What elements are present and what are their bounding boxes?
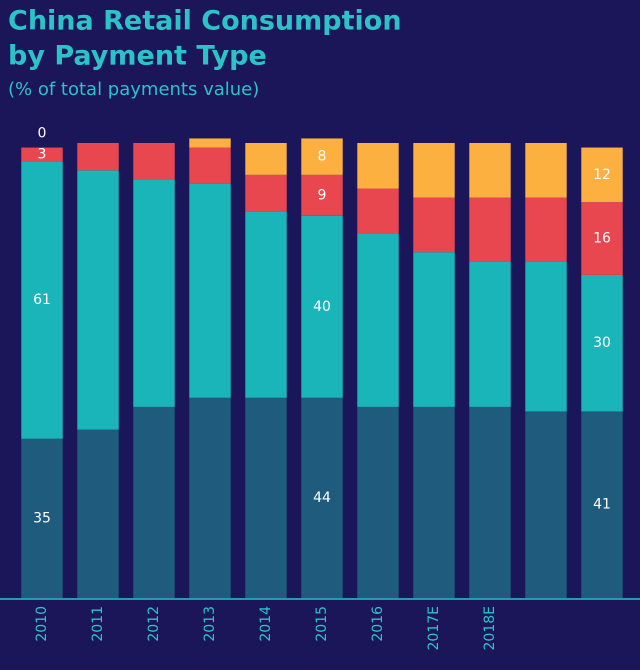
x-tick-label: 2015: [314, 606, 330, 642]
bar-segment: [133, 406, 175, 598]
bar-segment: [581, 202, 623, 275]
bar-segment: [301, 174, 343, 216]
value-label: 8: [318, 149, 327, 165]
x-tick-label: 2018E: [482, 606, 498, 650]
bar-segment: [469, 261, 511, 407]
value-label: 12: [593, 167, 611, 183]
bar-segment: [77, 170, 119, 430]
value-label: 61: [33, 292, 51, 308]
bar-segment: [413, 197, 455, 253]
bar-segment: [133, 143, 175, 180]
bar-segment: [357, 234, 399, 407]
bar-segment: [413, 406, 455, 598]
x-tick-label: 2012: [146, 606, 162, 642]
bar-segment: [525, 411, 567, 598]
bar-segment: [469, 197, 511, 262]
bar-segment: [525, 143, 567, 198]
value-label: 30: [593, 335, 611, 351]
bar-segment: [189, 147, 231, 184]
bar-segment: [301, 138, 343, 175]
bar-segment: [245, 174, 287, 212]
chart-title: by Payment Type: [8, 41, 267, 72]
x-tick-label: 2010: [34, 606, 50, 642]
x-tick-label: 2011: [90, 606, 106, 642]
bar-segment: [469, 143, 511, 198]
bar-segment: [525, 197, 567, 262]
value-label: 35: [33, 510, 51, 526]
x-tick-label: 2014: [258, 606, 274, 642]
value-label: 44: [313, 490, 331, 506]
x-tick-label: 2016: [370, 606, 386, 642]
value-label: 40: [313, 299, 331, 315]
bar-segment: [413, 252, 455, 407]
bar-segment: [469, 406, 511, 598]
value-label: 16: [593, 231, 611, 247]
bar-segment: [77, 429, 119, 598]
bar-segment: [189, 138, 231, 148]
bar-segment: [21, 438, 63, 598]
bar-segment: [525, 261, 567, 412]
bar-segment: [581, 411, 623, 598]
bar-segment: [581, 274, 623, 412]
bar-segment: [357, 188, 399, 234]
value-label: 9: [318, 187, 327, 203]
bar-segment: [245, 211, 287, 398]
bar-segment: [357, 406, 399, 598]
bar-segment: [245, 143, 287, 175]
bar-segment: [189, 183, 231, 398]
bar-segment: [77, 143, 119, 171]
bar-segment: [301, 397, 343, 598]
value-label: 0: [38, 126, 47, 142]
bar-segment: [413, 143, 455, 198]
x-tick-label: 2017E: [426, 606, 442, 650]
chart-title: China Retail Consumption: [8, 6, 402, 37]
x-tick-label: 2013: [202, 606, 218, 642]
bar-segment: [581, 147, 623, 203]
bar-segment: [357, 143, 399, 189]
bar-segment: [21, 161, 63, 439]
value-label: 41: [593, 497, 611, 513]
value-label: 3: [38, 146, 47, 162]
bar-segment: [21, 147, 63, 162]
bar-segment: [301, 215, 343, 398]
chart-subtitle: (% of total payments value): [8, 79, 259, 100]
bar-segment: [245, 397, 287, 598]
bar-segment: [133, 179, 175, 407]
bar-segment: [189, 397, 231, 598]
